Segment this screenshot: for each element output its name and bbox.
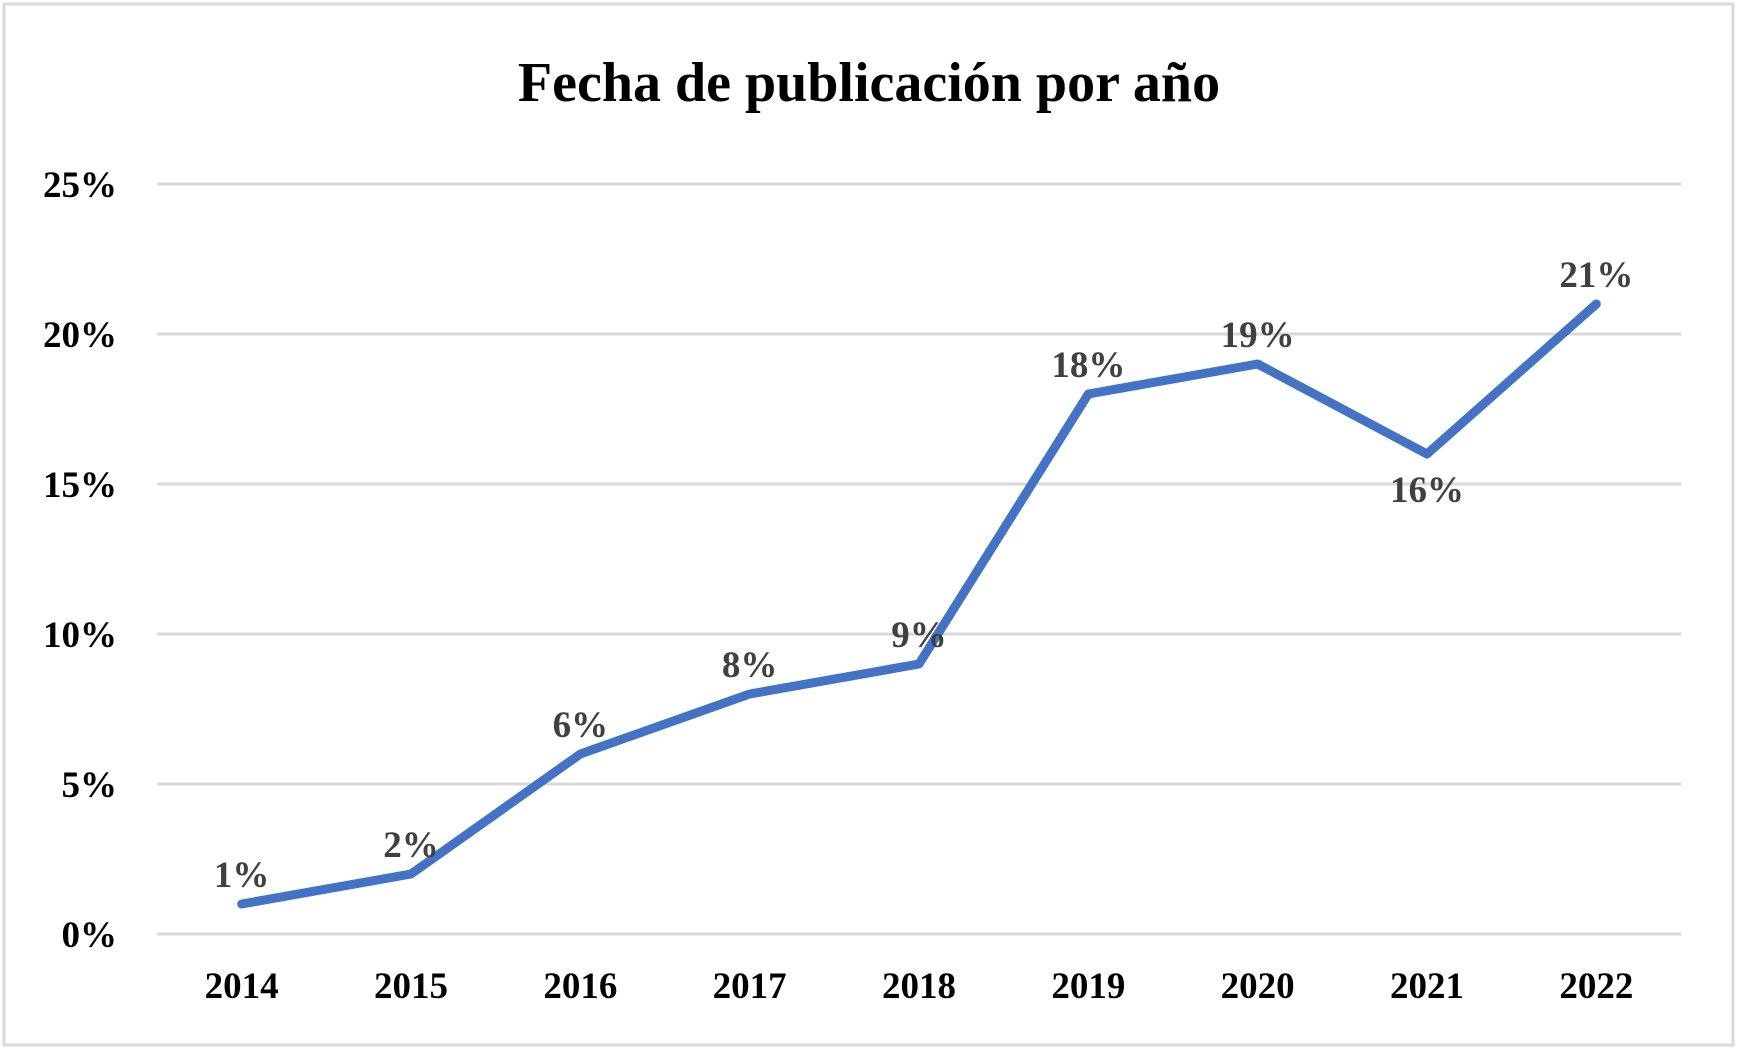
x-tick-label: 2019 bbox=[1051, 966, 1125, 1007]
data-point bbox=[748, 693, 751, 695]
y-tick-label: 15% bbox=[43, 465, 117, 506]
data-point bbox=[579, 753, 582, 755]
y-tick-label: 20% bbox=[43, 315, 117, 356]
data-label: 1% bbox=[214, 855, 270, 896]
y-tick-label: 25% bbox=[43, 165, 117, 206]
data-point bbox=[1256, 363, 1259, 365]
data-point bbox=[240, 903, 243, 905]
data-label: 8% bbox=[722, 645, 778, 686]
y-tick-label: 5% bbox=[62, 765, 118, 806]
x-tick-label: 2015 bbox=[374, 966, 448, 1007]
data-label: 19% bbox=[1221, 315, 1295, 356]
data-label: 9% bbox=[891, 615, 947, 656]
data-point bbox=[1087, 393, 1090, 395]
y-tick-label: 0% bbox=[62, 915, 118, 956]
x-tick-label: 2016 bbox=[543, 966, 617, 1007]
data-label: 16% bbox=[1390, 470, 1464, 511]
x-tick-label: 2017 bbox=[713, 966, 787, 1007]
data-label: 2% bbox=[383, 825, 439, 866]
data-point bbox=[1426, 453, 1428, 455]
x-tick-label: 2020 bbox=[1221, 966, 1295, 1007]
data-label: 6% bbox=[553, 705, 609, 746]
data-point bbox=[918, 663, 920, 665]
data-label: 21% bbox=[1559, 255, 1633, 296]
data-point bbox=[410, 873, 412, 875]
chart-title: Fecha de publicación por año bbox=[518, 52, 1220, 114]
x-tick-label: 2014 bbox=[205, 966, 279, 1007]
y-tick-label: 10% bbox=[43, 615, 117, 656]
x-tick-label: 2022 bbox=[1559, 966, 1633, 1007]
data-label: 18% bbox=[1051, 345, 1125, 386]
x-tick-label: 2021 bbox=[1390, 966, 1464, 1007]
data-point bbox=[1595, 303, 1598, 305]
x-tick-label: 2018 bbox=[882, 966, 956, 1007]
